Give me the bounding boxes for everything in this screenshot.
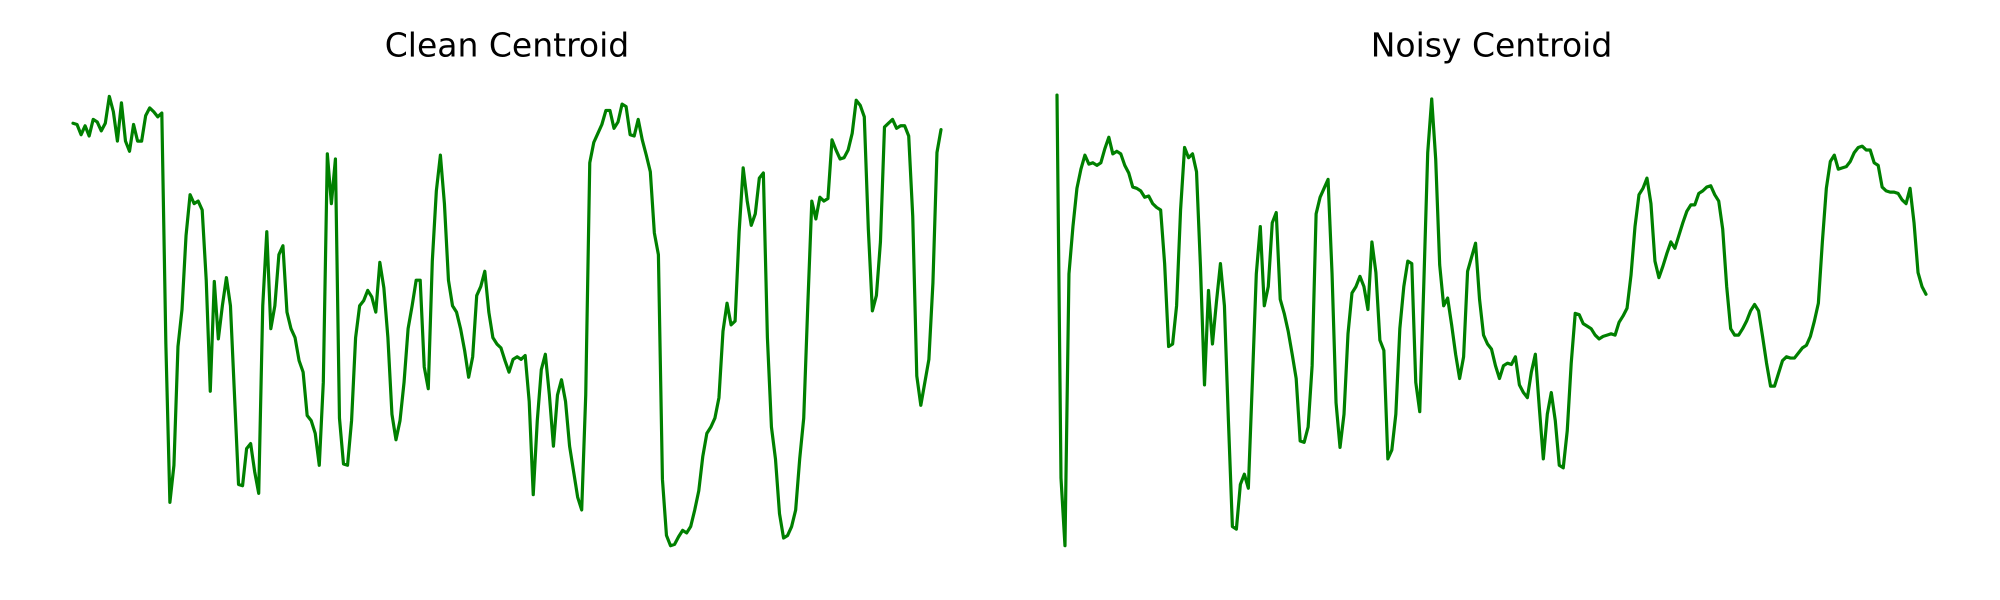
chart-title: Noisy Centroid — [1371, 26, 1613, 65]
data-line — [1055, 93, 1928, 548]
data-line — [71, 94, 943, 548]
chart-title: Clean Centroid — [385, 26, 630, 65]
